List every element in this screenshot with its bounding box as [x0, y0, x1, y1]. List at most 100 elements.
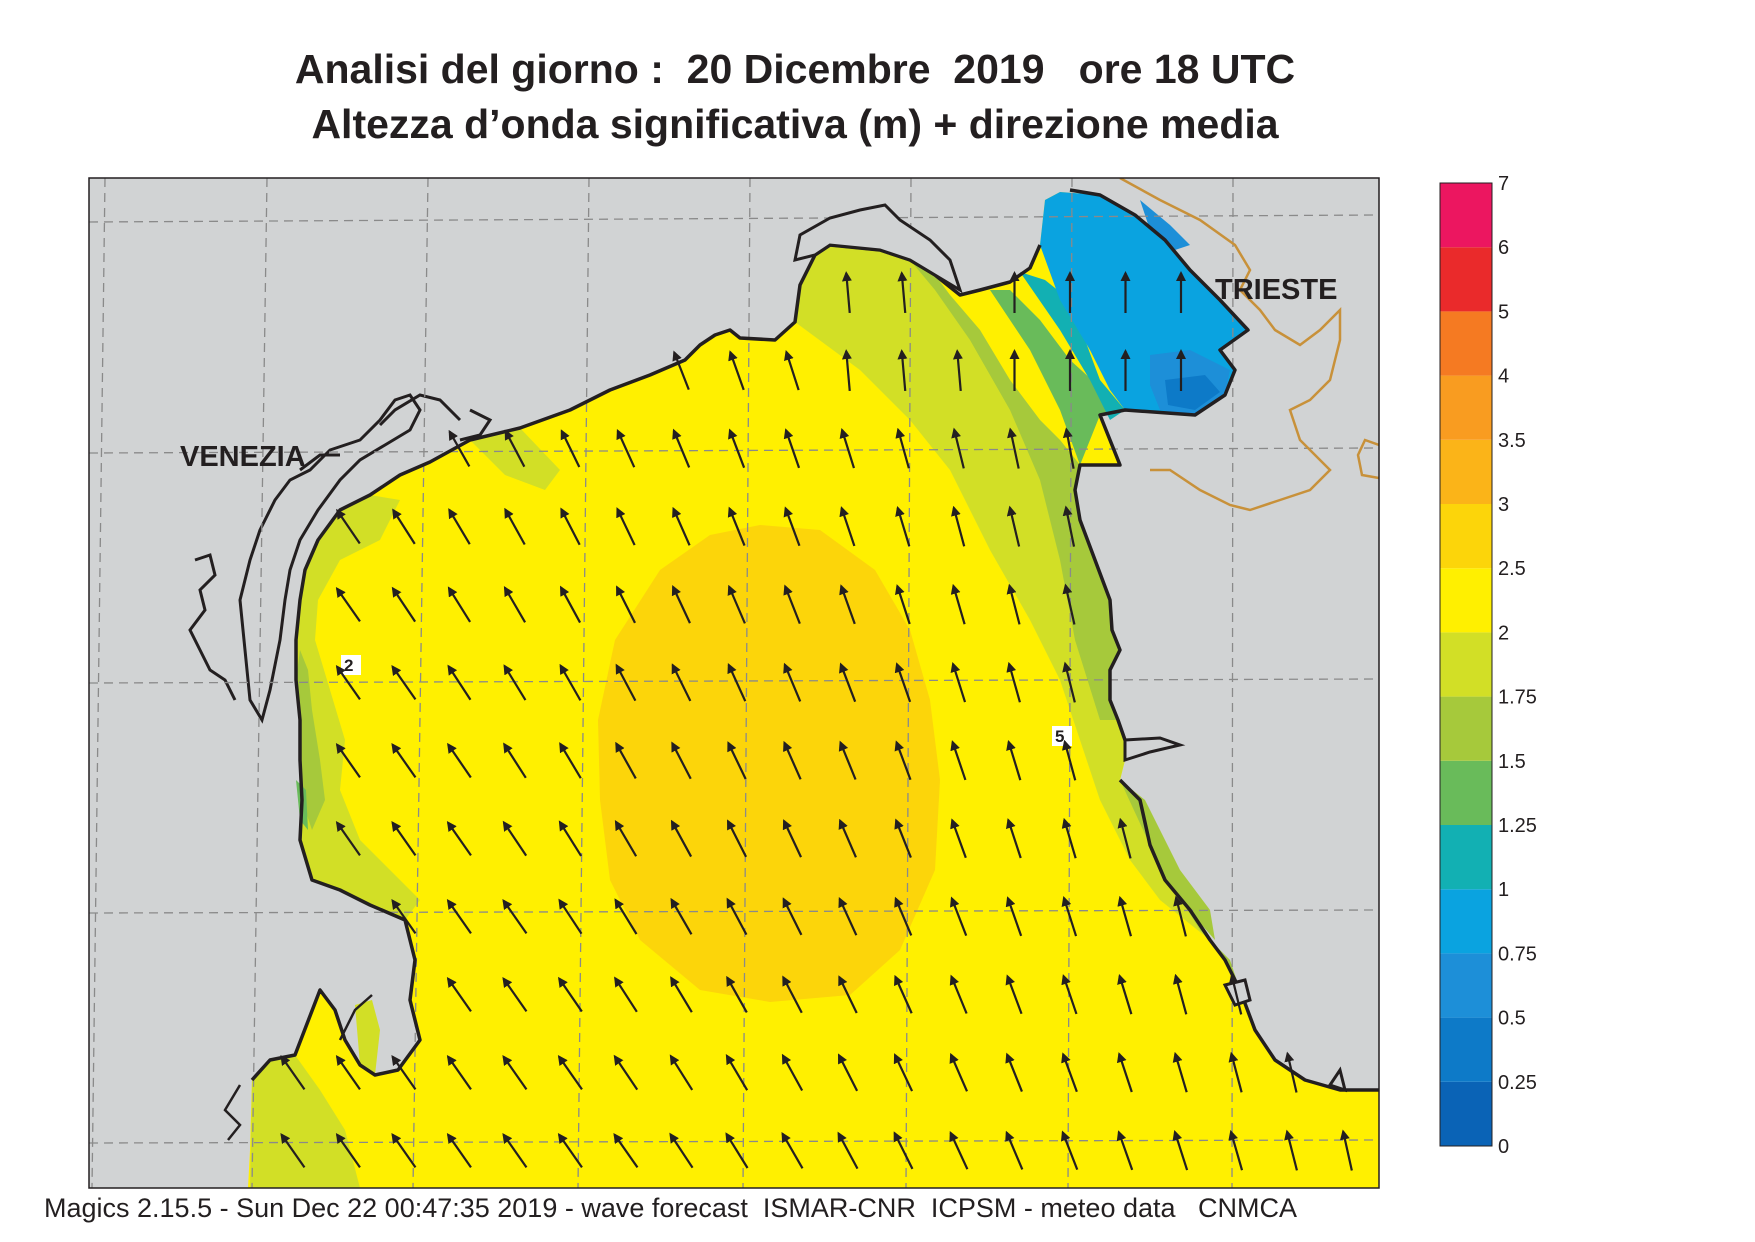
legend-label: 1: [1498, 879, 1509, 901]
wave-direction-arrow: [951, 505, 966, 547]
wave-direction-arrow: [502, 898, 528, 935]
wave-direction-arrow: [613, 1054, 639, 1091]
wave-direction-arrow: [614, 898, 638, 935]
wave-direction-arrow: [783, 428, 801, 469]
wave-direction-arrow: [783, 740, 802, 780]
wave-direction-arrow: [727, 662, 747, 702]
wave-direction-arrow: [670, 819, 693, 858]
wave-direction-arrow: [838, 740, 857, 780]
wave-direction-arrow: [950, 662, 967, 703]
wave-direction-arrow: [280, 1054, 306, 1091]
wave-direction-arrow: [728, 350, 745, 391]
wave-direction-arrow: [391, 820, 417, 857]
wave-direction-arrow: [616, 507, 636, 546]
legend-swatch: [1440, 439, 1492, 504]
wave-direction-arrow: [503, 585, 527, 623]
wave-direction-arrow: [725, 1132, 749, 1169]
chart-title: Analisi del giorno : 20 Dicembre 2019 or…: [294, 46, 1296, 92]
wave-direction-arrow: [446, 820, 472, 857]
label-trieste: TRIESTE: [1215, 274, 1337, 306]
venice-lagoon: [238, 393, 422, 724]
wave-direction-arrow: [1117, 817, 1132, 859]
legend-label: 1.75: [1498, 687, 1537, 709]
wave-direction-arrow: [557, 1132, 583, 1169]
wave-direction-arrow: [726, 897, 748, 936]
wave-direction-arrow: [671, 663, 692, 702]
wave-direction-arrow: [616, 428, 636, 468]
wave-direction-arrow: [670, 976, 693, 1013]
wave-direction-arrow: [838, 818, 857, 858]
wave-direction-arrow: [558, 976, 583, 1013]
wave-direction-arrow: [1116, 1052, 1133, 1093]
wave-direction-arrow: [950, 818, 967, 859]
wave-direction-arrow: [502, 1132, 528, 1169]
legend-label: 5: [1498, 301, 1509, 323]
wave-direction-arrow: [1172, 1130, 1189, 1171]
wave-direction-arrow: [447, 586, 472, 623]
wave-direction-arrow: [1006, 583, 1021, 625]
legend-label: 6: [1498, 237, 1509, 259]
wave-direction-arrow: [726, 819, 748, 858]
wave-direction-arrow: [781, 1131, 804, 1169]
wave-direction-arrow: [950, 583, 966, 625]
legend-swatch: [1440, 953, 1492, 1018]
wave-direction-arrow: [558, 820, 583, 857]
wave-direction-arrow: [950, 740, 967, 781]
wave-direction-arrow: [672, 428, 691, 468]
wave-direction-arrow: [841, 271, 852, 314]
wave-direction-arrow: [503, 742, 527, 779]
wave-direction-arrow: [728, 428, 746, 469]
wave-direction-arrow: [335, 664, 361, 701]
wave-direction-arrow: [670, 897, 693, 935]
wave-direction-arrow: [1062, 739, 1077, 781]
wave-direction-arrow: [726, 975, 748, 1013]
wave-direction-arrow: [949, 974, 968, 1014]
wave-direction-arrow: [559, 742, 582, 779]
wave-direction-arrow: [1062, 505, 1076, 547]
wave-direction-arrow: [672, 350, 690, 391]
wave-direction-arrow: [392, 508, 416, 545]
wave-direction-arrow: [841, 349, 852, 392]
legend-frame: [1439, 182, 1493, 1147]
wave-direction-arrow: [782, 897, 803, 936]
wave-direction-arrow: [615, 663, 637, 702]
wave-direction-arrow: [1228, 1051, 1243, 1093]
wave-direction-arrow: [839, 584, 856, 625]
wave-direction-arrow: [335, 820, 361, 857]
label-venezia: VENEZIA: [180, 441, 306, 473]
legend-swatch: [1440, 311, 1492, 376]
wave-direction-arrow: [1228, 973, 1243, 1015]
wave-direction-arrow: [1061, 1052, 1078, 1093]
wave-direction-arrow: [897, 349, 908, 392]
svg-text:5: 5: [1055, 727, 1064, 746]
national-border: [1119, 178, 1379, 512]
svg-text:2: 2: [344, 656, 353, 675]
wave-direction-arrow: [557, 1054, 583, 1091]
wave-direction-arrow: [614, 820, 638, 857]
wave-direction-arrow: [447, 664, 472, 701]
wave-direction-arrow: [448, 508, 471, 545]
legend-swatch: [1440, 889, 1492, 954]
legend-swatch: [1440, 375, 1492, 440]
wave-direction-arrow: [391, 664, 417, 701]
legend-swatch: [1440, 568, 1492, 633]
wave-direction-arrow: [783, 506, 801, 547]
wave-direction-arrow: [1116, 1130, 1134, 1171]
wave-direction-arrow: [782, 975, 803, 1014]
wave-direction-arrow: [447, 742, 472, 779]
wave-direction-arrow: [951, 427, 965, 469]
wave-direction-arrow: [1172, 1051, 1188, 1093]
wave-direction-arrow: [727, 741, 747, 780]
legend-label: 0: [1498, 1136, 1509, 1158]
wave-direction-arrow: [1005, 974, 1023, 1015]
wave-direction-arrow: [1340, 1129, 1353, 1171]
wave-direction-arrow: [1284, 1129, 1298, 1171]
wave-direction-arrow: [672, 506, 691, 546]
legend-label: 1.5: [1498, 751, 1526, 773]
wave-direction-arrow: [335, 586, 361, 623]
wave-direction-arrow: [669, 1132, 694, 1169]
wave-direction-arrow: [1005, 896, 1023, 937]
wave-direction-arrow: [895, 584, 911, 625]
wave-direction-arrow: [1006, 739, 1022, 781]
